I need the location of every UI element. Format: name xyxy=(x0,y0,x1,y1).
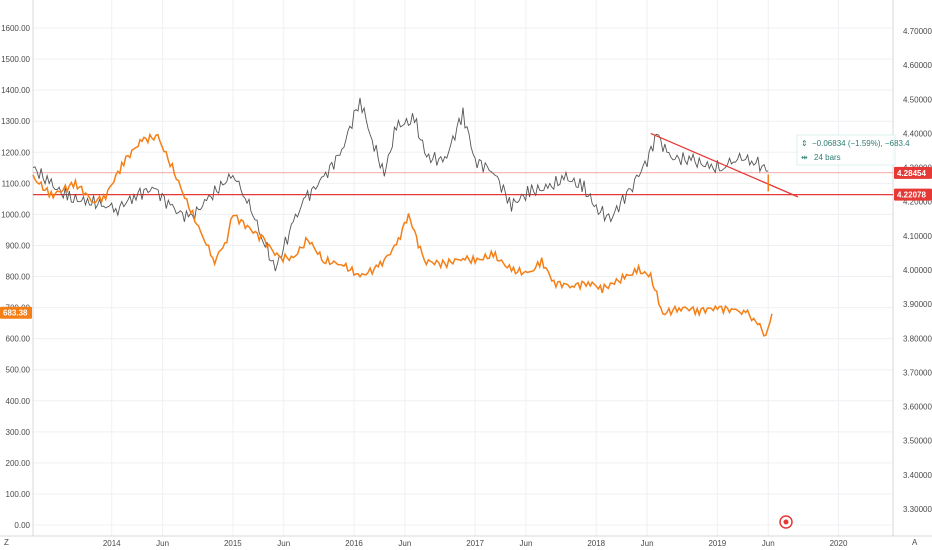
measure-tool[interactable]: ⇕ −0.06834 (−1.59%), −683.4 ⇹ 24 bars xyxy=(796,134,910,166)
bars-icon: ⇹ xyxy=(801,153,808,162)
left-tick-label: 1100.00 xyxy=(2,179,31,188)
right-tick-label: 3.40000 xyxy=(903,471,932,480)
right-tick-label: 3.90000 xyxy=(903,300,932,309)
left-tick-label: 900.00 xyxy=(6,241,31,250)
left-price-badge-bg xyxy=(0,306,32,319)
measure-icon: ⇕ xyxy=(801,139,808,148)
right-tick-label: 3.30000 xyxy=(903,505,932,514)
left-tick-label: 800.00 xyxy=(6,273,31,282)
left-tick-label: 0.00 xyxy=(14,521,30,530)
right-tick-label: 4.10000 xyxy=(903,232,932,241)
left-tick-label: 1600.00 xyxy=(1,24,30,33)
right-tick-label: 3.60000 xyxy=(903,403,932,412)
right-tick-label: 4.70000 xyxy=(903,27,932,36)
left-price-badge: 683.38 xyxy=(3,309,28,318)
x-tick-label: Jun xyxy=(398,539,411,548)
logo-icon xyxy=(779,515,793,529)
left-tick-label: 1000.00 xyxy=(1,210,30,219)
series-line-orange xyxy=(32,132,773,337)
right-price-badge-1: 4.28454 xyxy=(897,169,926,178)
left-tick-label: 400.00 xyxy=(6,397,31,406)
left-tick-label: 500.00 xyxy=(6,366,31,375)
right-axis: 4.700004.600004.500004.400004.300004.200… xyxy=(903,27,932,514)
right-price-badge-2: 4.22078 xyxy=(897,191,926,200)
x-tick-label: Jun xyxy=(762,539,775,548)
x-tick-label: 2020 xyxy=(830,539,848,548)
right-tick-label: 3.70000 xyxy=(903,368,932,377)
x-tick-label: 2015 xyxy=(224,539,242,548)
series-line-dark xyxy=(32,97,769,272)
x-tick-label: Jun xyxy=(641,539,654,548)
grid xyxy=(33,0,893,536)
x-tick-label: 2014 xyxy=(103,539,121,548)
auto-scale-toggle[interactable]: A xyxy=(912,538,918,547)
right-tick-label: 3.80000 xyxy=(903,334,932,343)
x-tick-label: 2019 xyxy=(708,539,726,548)
left-tick-label: 1400.00 xyxy=(1,86,30,95)
measure-bars: 24 bars xyxy=(814,153,841,162)
right-price-badge-1-bg xyxy=(894,166,932,179)
series xyxy=(32,97,773,337)
measure-box xyxy=(796,134,896,166)
x-tick-label: Jun xyxy=(520,539,533,548)
x-tick-label: Jun xyxy=(277,539,290,548)
right-tick-label: 4.50000 xyxy=(903,95,932,104)
measure-change: −0.06834 (−1.59%), −683.4 xyxy=(812,139,910,148)
log-scale-toggle[interactable]: Z xyxy=(4,538,9,547)
right-tick-label: 4.00000 xyxy=(903,266,932,275)
right-price-badge-2-bg xyxy=(894,188,932,201)
x-tick-label: Jun xyxy=(156,539,169,548)
right-tick-label: 4.20000 xyxy=(903,198,932,207)
left-tick-label: 200.00 xyxy=(6,459,31,468)
left-tick-label: 1200.00 xyxy=(1,148,30,157)
left-tick-label: 1500.00 xyxy=(1,55,30,64)
right-tick-label: 3.50000 xyxy=(903,437,932,446)
price-badges: 683.38 4.28454 4.22078 xyxy=(0,166,932,319)
trendline[interactable] xyxy=(650,132,799,198)
x-tick-label: 2018 xyxy=(587,539,605,548)
time-axis: 2014 Jun 2015 Jun 2016 Jun 2017 Jun 2018 Jun 2019 J… xyxy=(103,539,848,548)
horizontal-levels xyxy=(33,172,893,196)
x-tick-label: 2017 xyxy=(466,539,484,548)
x-tick-label: 2016 xyxy=(345,539,363,548)
left-tick-label: 100.00 xyxy=(6,490,31,499)
trendline-layer xyxy=(650,132,799,198)
left-axis: 1600.00 1500.00 1400.00 1300.00 1200.00 1100.… xyxy=(1,24,30,530)
left-tick-label: 300.00 xyxy=(6,428,31,437)
right-tick-label: 4.60000 xyxy=(903,61,932,70)
left-tick-label: 1300.00 xyxy=(1,117,30,126)
right-tick-label: 4.40000 xyxy=(903,129,932,138)
left-tick-label: 600.00 xyxy=(6,335,31,344)
